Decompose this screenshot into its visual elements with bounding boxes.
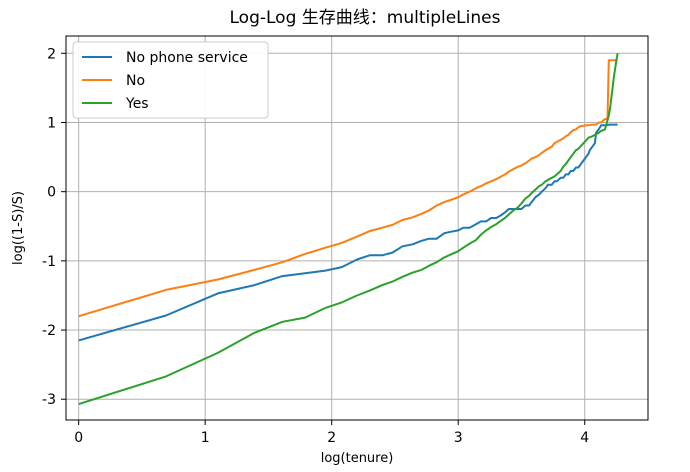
legend-label-no: No — [126, 73, 145, 89]
series-line-yes — [78, 53, 619, 406]
y-tick-label: 0 — [47, 185, 56, 201]
legend-label-no-phone-service: No phone service — [126, 50, 248, 66]
y-tick-label: -2 — [42, 323, 56, 339]
y-tick-label: 2 — [47, 46, 56, 62]
x-axis-ticks: 0 1 2 3 4 — [74, 420, 589, 446]
x-tick-label: 2 — [327, 430, 336, 446]
legend: No phone service No Yes — [72, 41, 269, 119]
legend-box — [72, 41, 269, 119]
x-tick-label: 0 — [74, 430, 83, 446]
legend-label-yes: Yes — [125, 96, 149, 112]
y-axis-label: log((1-S)/S) — [11, 191, 26, 265]
y-tick-label: 1 — [47, 115, 56, 131]
x-tick-label: 3 — [454, 430, 463, 446]
y-axis-ticks: -3 -2 -1 0 1 2 — [42, 46, 66, 408]
chart-title: Log-Log 生存曲线：multipleLines — [230, 8, 501, 28]
series-lines — [78, 53, 619, 406]
plot-frame — [65, 35, 649, 421]
y-tick-label: -3 — [42, 392, 56, 408]
x-tick-label: 1 — [201, 430, 210, 446]
x-axis-label: log(tenure) — [321, 451, 394, 466]
series-line-no — [78, 59, 618, 318]
x-tick-label: 4 — [580, 430, 589, 446]
y-tick-label: -1 — [42, 254, 56, 270]
series-line-no-phone-service — [78, 123, 618, 342]
